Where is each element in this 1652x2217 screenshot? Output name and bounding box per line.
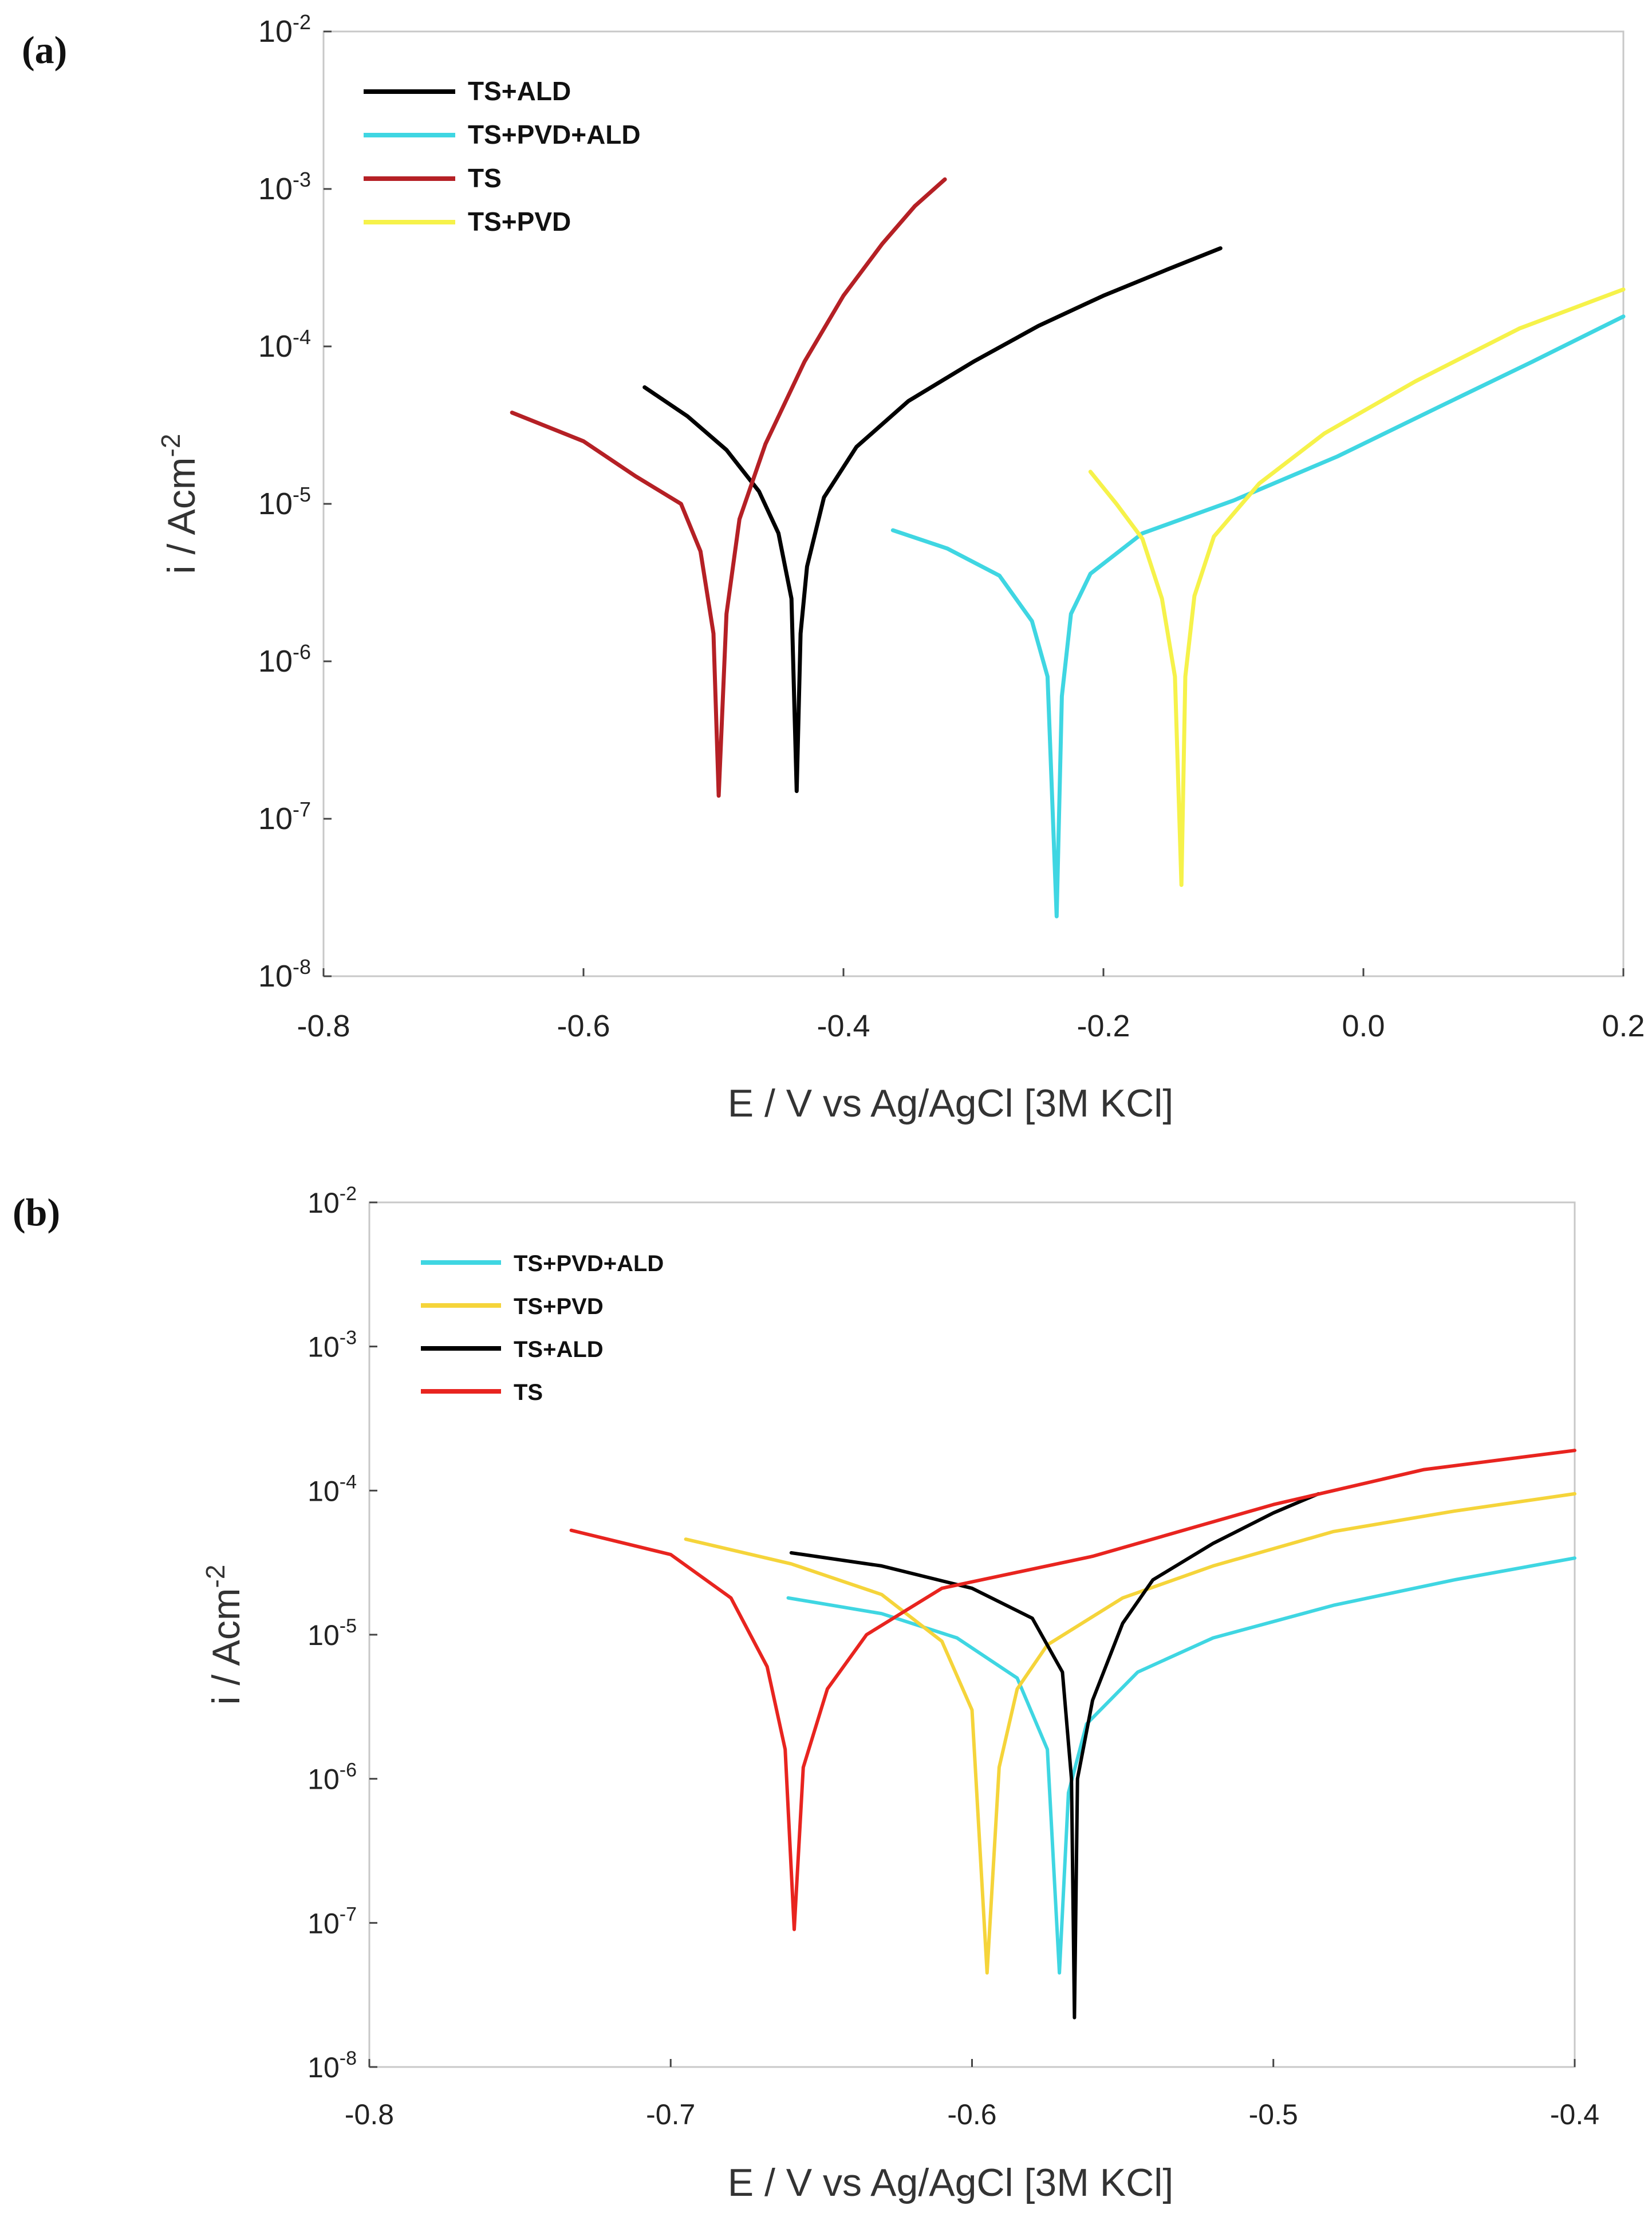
panel-a-series-ts-curve bbox=[510, 177, 947, 798]
panel-a-label: (a) bbox=[22, 28, 67, 72]
panel-b-y-tick-label: 10-6 bbox=[307, 1760, 357, 1796]
panel-a-chart: (a) 10-2 10-3 10-4 10-5 10-6 10-7 10-8 -0.8 -0.… bbox=[22, 10, 1645, 1125]
panel-a-y-tick-label: 10-5 bbox=[258, 483, 311, 521]
panel-a-y-tick-label: 10-2 bbox=[258, 10, 311, 49]
panel-b-legend-label: TS+ALD bbox=[514, 1337, 604, 1362]
panel-a-y-tick-label: 10-6 bbox=[258, 640, 311, 678]
panel-a-y-tick-label: 10-4 bbox=[258, 325, 311, 364]
panel-b-x-tick-label: -0.5 bbox=[1249, 2098, 1298, 2131]
panel-a-x-tick-label: -0.6 bbox=[557, 1009, 610, 1043]
panel-b-y-axis-title: i / Acm-2 bbox=[200, 1565, 248, 1705]
panel-b-series-ts-pvd-curve bbox=[684, 1492, 1576, 1975]
panel-b-plot-frame bbox=[368, 1201, 1576, 2068]
panel-a-y-tick-label: 10-3 bbox=[258, 168, 311, 206]
panel-b-x-tick-label: -0.8 bbox=[345, 2098, 394, 2131]
panel-b-x-axis-title: E / V vs Ag/AgCl [3M KCl] bbox=[728, 2161, 1173, 2204]
panel-a-series-ts-ald-curve bbox=[642, 246, 1223, 794]
panel-a-plot-frame bbox=[322, 30, 1625, 977]
panel-b-x-tick-label: -0.7 bbox=[646, 2098, 695, 2131]
panel-a-x-tick-label: -0.4 bbox=[817, 1009, 870, 1043]
panel-b-y-tick-label: 10-5 bbox=[307, 1615, 357, 1651]
panel-a-x-tick-label: 0.2 bbox=[1602, 1009, 1645, 1043]
panel-b-y-tick-label: 10-3 bbox=[307, 1327, 357, 1363]
panel-b-series-ts-pvd-ald-curve bbox=[786, 1556, 1576, 1975]
panel-a-x-tick-label: 0.0 bbox=[1342, 1009, 1385, 1043]
panel-a-legend-label: TS+PVD bbox=[468, 207, 571, 236]
panel-b-y-tick-label: 10-4 bbox=[307, 1471, 357, 1507]
panel-a-x-tick-label: -0.2 bbox=[1077, 1009, 1130, 1043]
panel-b-x-tick-label: -0.6 bbox=[947, 2098, 996, 2131]
panel-a-legend-label: TS bbox=[468, 163, 502, 193]
panel-b-y-tick-label: 10-2 bbox=[307, 1183, 357, 1219]
panel-b-chart: (b) 10-2 10-3 10-4 10-5 10-6 10-7 10-8 -0.8 -0.… bbox=[13, 1183, 1599, 2204]
panel-b-series-ts-curve bbox=[569, 1449, 1576, 1931]
panel-b-y-tick-label: 10-8 bbox=[307, 2048, 357, 2084]
panel-a-x-axis-title: E / V vs Ag/AgCl [3M KCl] bbox=[728, 1082, 1173, 1125]
panel-b-legend-label: TS bbox=[514, 1380, 543, 1405]
panel-a-x-tick-label: -0.8 bbox=[297, 1009, 350, 1043]
panel-b-label: (b) bbox=[13, 1190, 60, 1234]
panel-b-legend-label: TS+PVD+ALD bbox=[514, 1251, 664, 1276]
panel-b-x-tick-label: -0.4 bbox=[1550, 2098, 1599, 2131]
panel-a-legend-label: TS+ALD bbox=[468, 76, 571, 106]
panel-a-series-ts-pvd-curve bbox=[1088, 287, 1626, 887]
panel-a-y-axis-title: i / Acm-2 bbox=[156, 434, 203, 574]
panel-a-series-ts-pvd-ald-curve bbox=[890, 314, 1626, 918]
panel-b-legend-label: TS+PVD bbox=[514, 1294, 604, 1319]
panel-b-series-ts-ald-curve bbox=[789, 1492, 1320, 2019]
panel-b-y-tick-label: 10-7 bbox=[307, 1903, 357, 1939]
panel-a-y-tick-label: 10-8 bbox=[258, 955, 311, 993]
panel-a-y-tick-label: 10-7 bbox=[258, 798, 311, 836]
panel-a-legend-label: TS+PVD+ALD bbox=[468, 120, 641, 149]
